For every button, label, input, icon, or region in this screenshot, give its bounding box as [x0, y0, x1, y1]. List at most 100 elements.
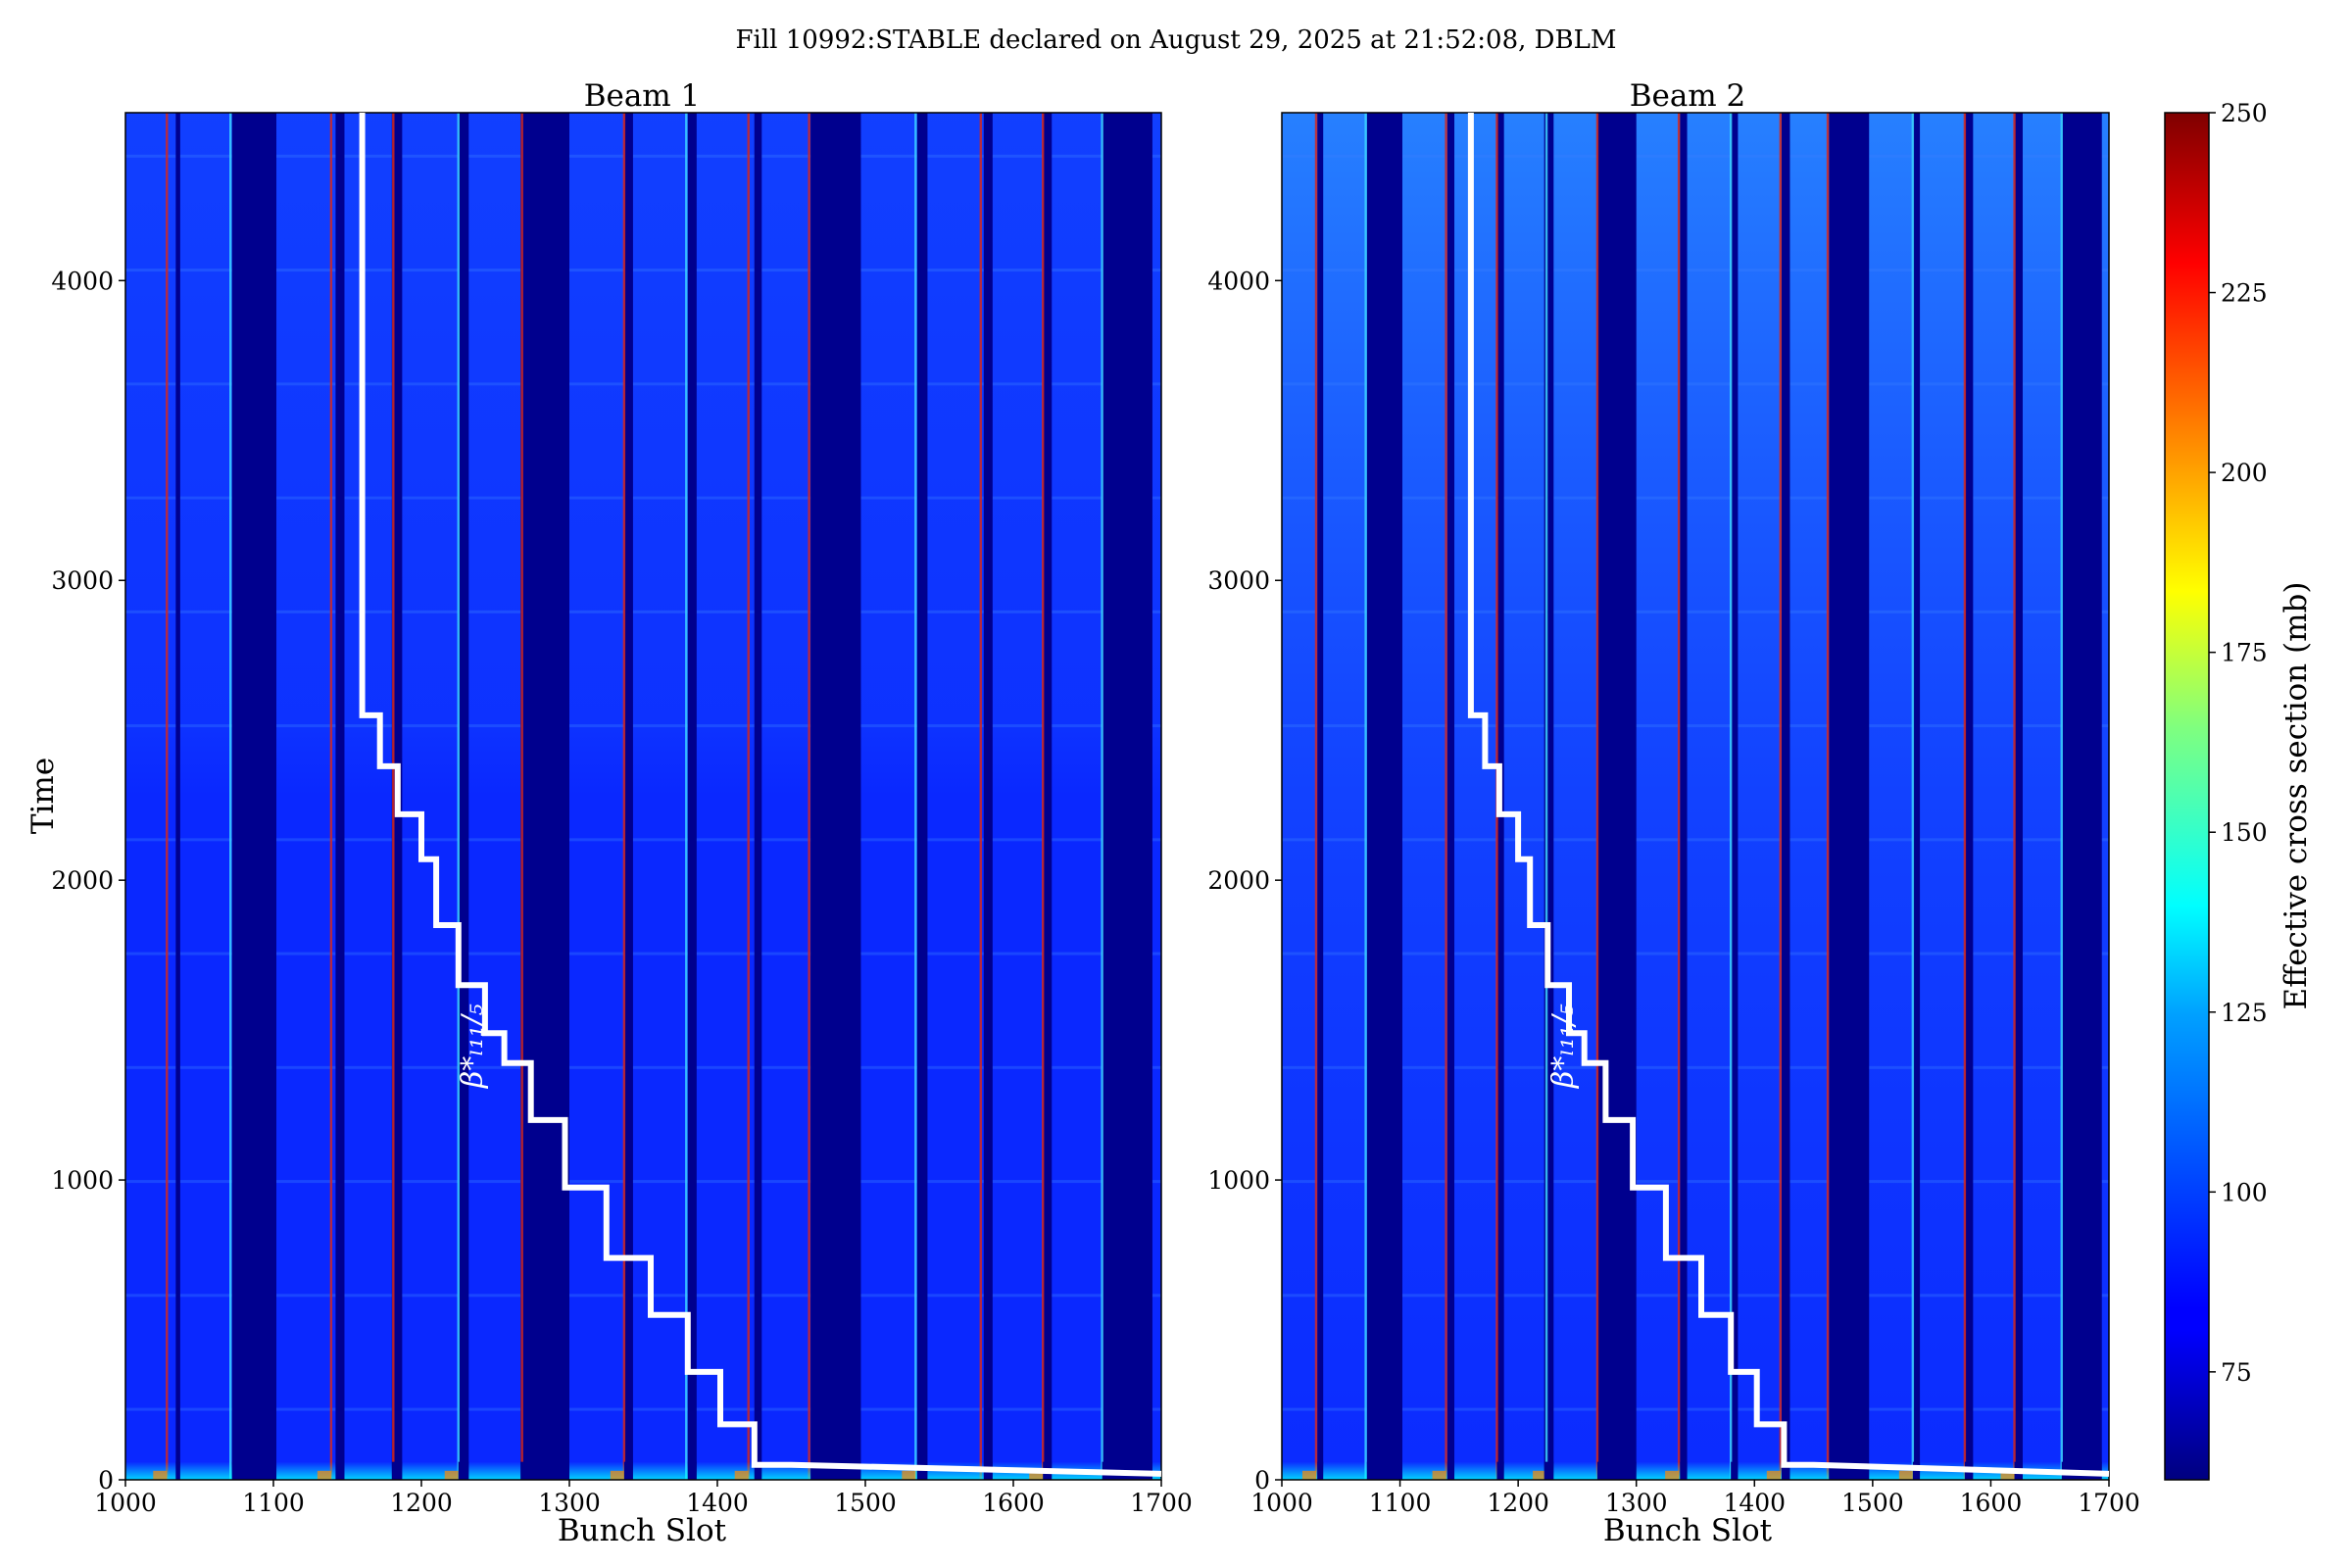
beam-1-x-tick-label: 1300 [538, 1489, 601, 1517]
beam-2-heatmap [1281, 112, 2110, 1481]
beam-1-empty-slot-1 [231, 113, 277, 1480]
beam-1-empty-slot-base-6 [623, 1461, 633, 1480]
beam-1-y-tick-label: 1000 [51, 1166, 114, 1195]
colorbar-tick-label: 225 [2221, 279, 2268, 308]
beam-2-train-edge-0 [1314, 113, 1318, 1480]
beam-1-x-tick-label: 1400 [686, 1489, 749, 1517]
beam-2-time-band [1282, 1065, 2109, 1069]
beam-1-bottom-hotspot-8 [734, 1470, 749, 1480]
beam-2-train-edge-2 [1445, 113, 1447, 1480]
beam-2-time-band [1282, 724, 2109, 728]
beam-2-bottom-hotspot-6 [1665, 1470, 1680, 1480]
beam-2-train-edge-8 [1779, 113, 1783, 1480]
beam-1-bottom-hotspot-6 [610, 1470, 624, 1480]
beam-1-train-edge-13 [1101, 113, 1103, 1480]
beam-1-heatmap [124, 112, 1162, 1481]
beam-1-train-edge-12 [1042, 113, 1045, 1480]
beam-1-x-ticks: 1000 1100 1200 1300 1400 1500 1600 1700 [94, 1480, 1193, 1517]
beam-1-train-edge-9 [808, 113, 810, 1480]
beam-2-train-edge-6 [1677, 113, 1681, 1480]
beam-2-x-tick-label: 1400 [1723, 1489, 1786, 1517]
beam-1-empty-slot-base-0 [175, 1461, 180, 1480]
beam-2-time-band [1282, 382, 2109, 386]
beam-2-time-band [1282, 1407, 2109, 1411]
beam-2-empty-slot-base-6 [1680, 1461, 1688, 1480]
beam-1-train-edge-1 [229, 113, 232, 1480]
beam-1-time-band [125, 1294, 1161, 1298]
beam-1-time-band [125, 724, 1161, 728]
beam-1-title: Beam 1 [584, 78, 701, 114]
beam-2-bottom-hotspot-0 [1301, 1470, 1316, 1480]
beam-2-time-band [1282, 1180, 2109, 1184]
beam-2-empty-slot-10 [1912, 113, 1921, 1480]
beam-1-bottom-hotspot-2 [317, 1470, 331, 1480]
beam-2-empty-slot-13 [2061, 113, 2102, 1480]
beam-1-train-edge-3 [392, 113, 395, 1480]
beam-1-x-tick-label: 1600 [982, 1489, 1045, 1517]
beam-1-bottom-hotspot-10 [902, 1470, 916, 1480]
beam-1-time-band [125, 1180, 1161, 1184]
beam-2-time-band [1282, 838, 2109, 842]
beam-1-time-band [125, 496, 1161, 500]
beam-1-train-edge-11 [979, 113, 982, 1480]
beam-2-bottom-hotspot-2 [1432, 1470, 1446, 1480]
beam-2-train-edge-4 [1544, 113, 1548, 1480]
beam-1-empty-slot-4 [458, 113, 469, 1480]
beam-2-train-edge-5 [1595, 113, 1599, 1480]
beam-2-plot-frame [1281, 112, 2110, 1481]
beam-2-train-edge-9 [1826, 113, 1830, 1480]
beam-1-train-edge-10 [914, 113, 917, 1480]
beam-1-empty-slot-9 [810, 113, 861, 1480]
beam-2-bottom-hotspot-12 [2000, 1470, 2015, 1480]
beam-2-x-axis-label: Bunch Slot [1603, 1513, 1773, 1548]
beam-1-train-edge-7 [685, 113, 688, 1480]
beam-1-empty-slot-0 [175, 113, 180, 1480]
beam-2-time-band [1282, 496, 2109, 500]
beam-1-beta-star-step-line [359, 113, 1162, 1477]
beam-2-y-tick-label: 4000 [1207, 267, 1270, 295]
beam-1-time-band [125, 1065, 1161, 1069]
beam-2-empty-slot-base-3 [1496, 1461, 1504, 1480]
beam-1-empty-slot-10 [916, 113, 928, 1480]
beam-2-empty-slot-base-2 [1446, 1461, 1455, 1480]
beam-2-time-band [1282, 1294, 2109, 1298]
beam-1-train-edge-2 [329, 113, 333, 1480]
beam-2-train-edge-10 [1911, 113, 1915, 1480]
beam-1-y-axis-label: Time [25, 758, 61, 834]
beam-2-empty-slot-base-5 [1596, 1461, 1637, 1480]
colorbar-label: Effective cross section (mb) [2278, 582, 2314, 1010]
beam-1-train-edge-4 [457, 113, 460, 1480]
beam-2-y-tick-label: 0 [1254, 1466, 1270, 1494]
beam-2-empty-slot-6 [1680, 113, 1688, 1480]
beam-1-y-ticks: 0 1000 2000 3000 4000 [51, 267, 125, 1494]
colorbar-tick-label: 150 [2221, 818, 2268, 847]
beam-2-x-tick-label: 1300 [1605, 1489, 1668, 1517]
beam-1-empty-slot-5 [520, 113, 569, 1480]
beam-1-empty-slot-base-4 [458, 1461, 469, 1480]
colorbar-tick-label: 250 [2221, 99, 2268, 127]
beam-1-y-tick-label: 2000 [51, 866, 114, 895]
beam-2-train-edge-12 [2013, 113, 2016, 1480]
beam-1-x-tick-label: 1100 [242, 1489, 305, 1517]
beam-2-empty-slot-0 [1317, 113, 1324, 1480]
beam-2-time-band [1282, 269, 2109, 272]
beam-1-empty-slot-base-2 [335, 1461, 345, 1480]
beam-2-bottom-hotspot-8 [1766, 1470, 1781, 1480]
beam-2-empty-slot-2 [1446, 113, 1455, 1480]
colorbar-ticks: 75 100 125 150 175 200 225 250 [2209, 99, 2268, 1387]
beam-1-empty-slot-base-1 [231, 1461, 277, 1480]
beam-2-empty-slot-5 [1596, 113, 1637, 1480]
beam-2-empty-slot-base-0 [1317, 1461, 1324, 1480]
beam-2-panel: Beam 2 1000 1100 1200 1300 1400 1500 1600 1700 … [1207, 78, 2139, 1548]
beam-1-time-band [125, 269, 1161, 272]
beam-2-empty-slot-4 [1544, 113, 1554, 1480]
beam-2-bottom-hotspot-10 [1898, 1470, 1913, 1480]
beam-1-time-band [125, 952, 1161, 956]
beam-2-beta-annotation: β*ₗ₁₁/₅ [1546, 1004, 1581, 1089]
beam-1-x-tick-label: 1000 [94, 1489, 157, 1517]
beam-1-bottom-hotspot-0 [153, 1470, 168, 1480]
beam-2-title: Beam 2 [1630, 78, 1746, 114]
beam-1-empty-slot-base-3 [391, 1461, 403, 1480]
beam-1-empty-slot-base-8 [754, 1461, 762, 1480]
